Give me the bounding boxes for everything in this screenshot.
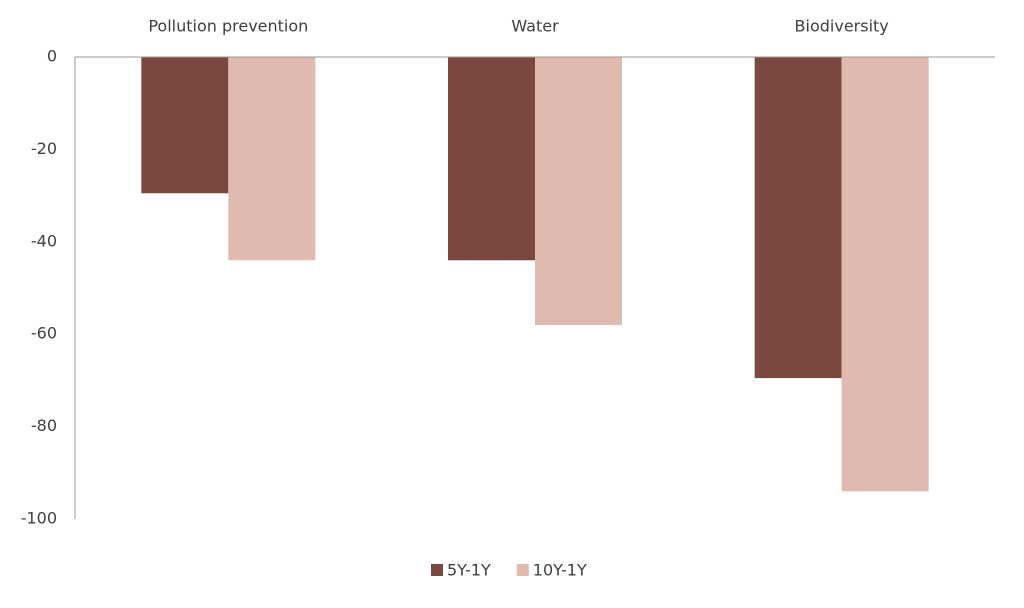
bar [448, 57, 535, 261]
x-tick-label: Biodiversity [795, 17, 889, 36]
bar [754, 57, 842, 379]
bar [228, 57, 316, 261]
legend-swatch [431, 564, 443, 576]
legend-label: 5Y-1Y [447, 561, 491, 580]
y-tick-label: -40 [31, 231, 57, 250]
bar [535, 57, 622, 325]
legend-swatch [516, 564, 529, 576]
legend-label: 10Y-1Y [533, 561, 587, 580]
y-tick-label: -60 [31, 324, 57, 343]
y-tick-label: -100 [21, 509, 57, 528]
y-tick-label: 0 [47, 47, 57, 66]
x-tick-label: Water [511, 17, 559, 36]
y-tick-label: -20 [31, 139, 57, 158]
bar [841, 57, 929, 492]
bar [141, 57, 229, 194]
x-tick-label: Pollution prevention [148, 17, 308, 36]
y-tick-label: -80 [31, 416, 57, 435]
